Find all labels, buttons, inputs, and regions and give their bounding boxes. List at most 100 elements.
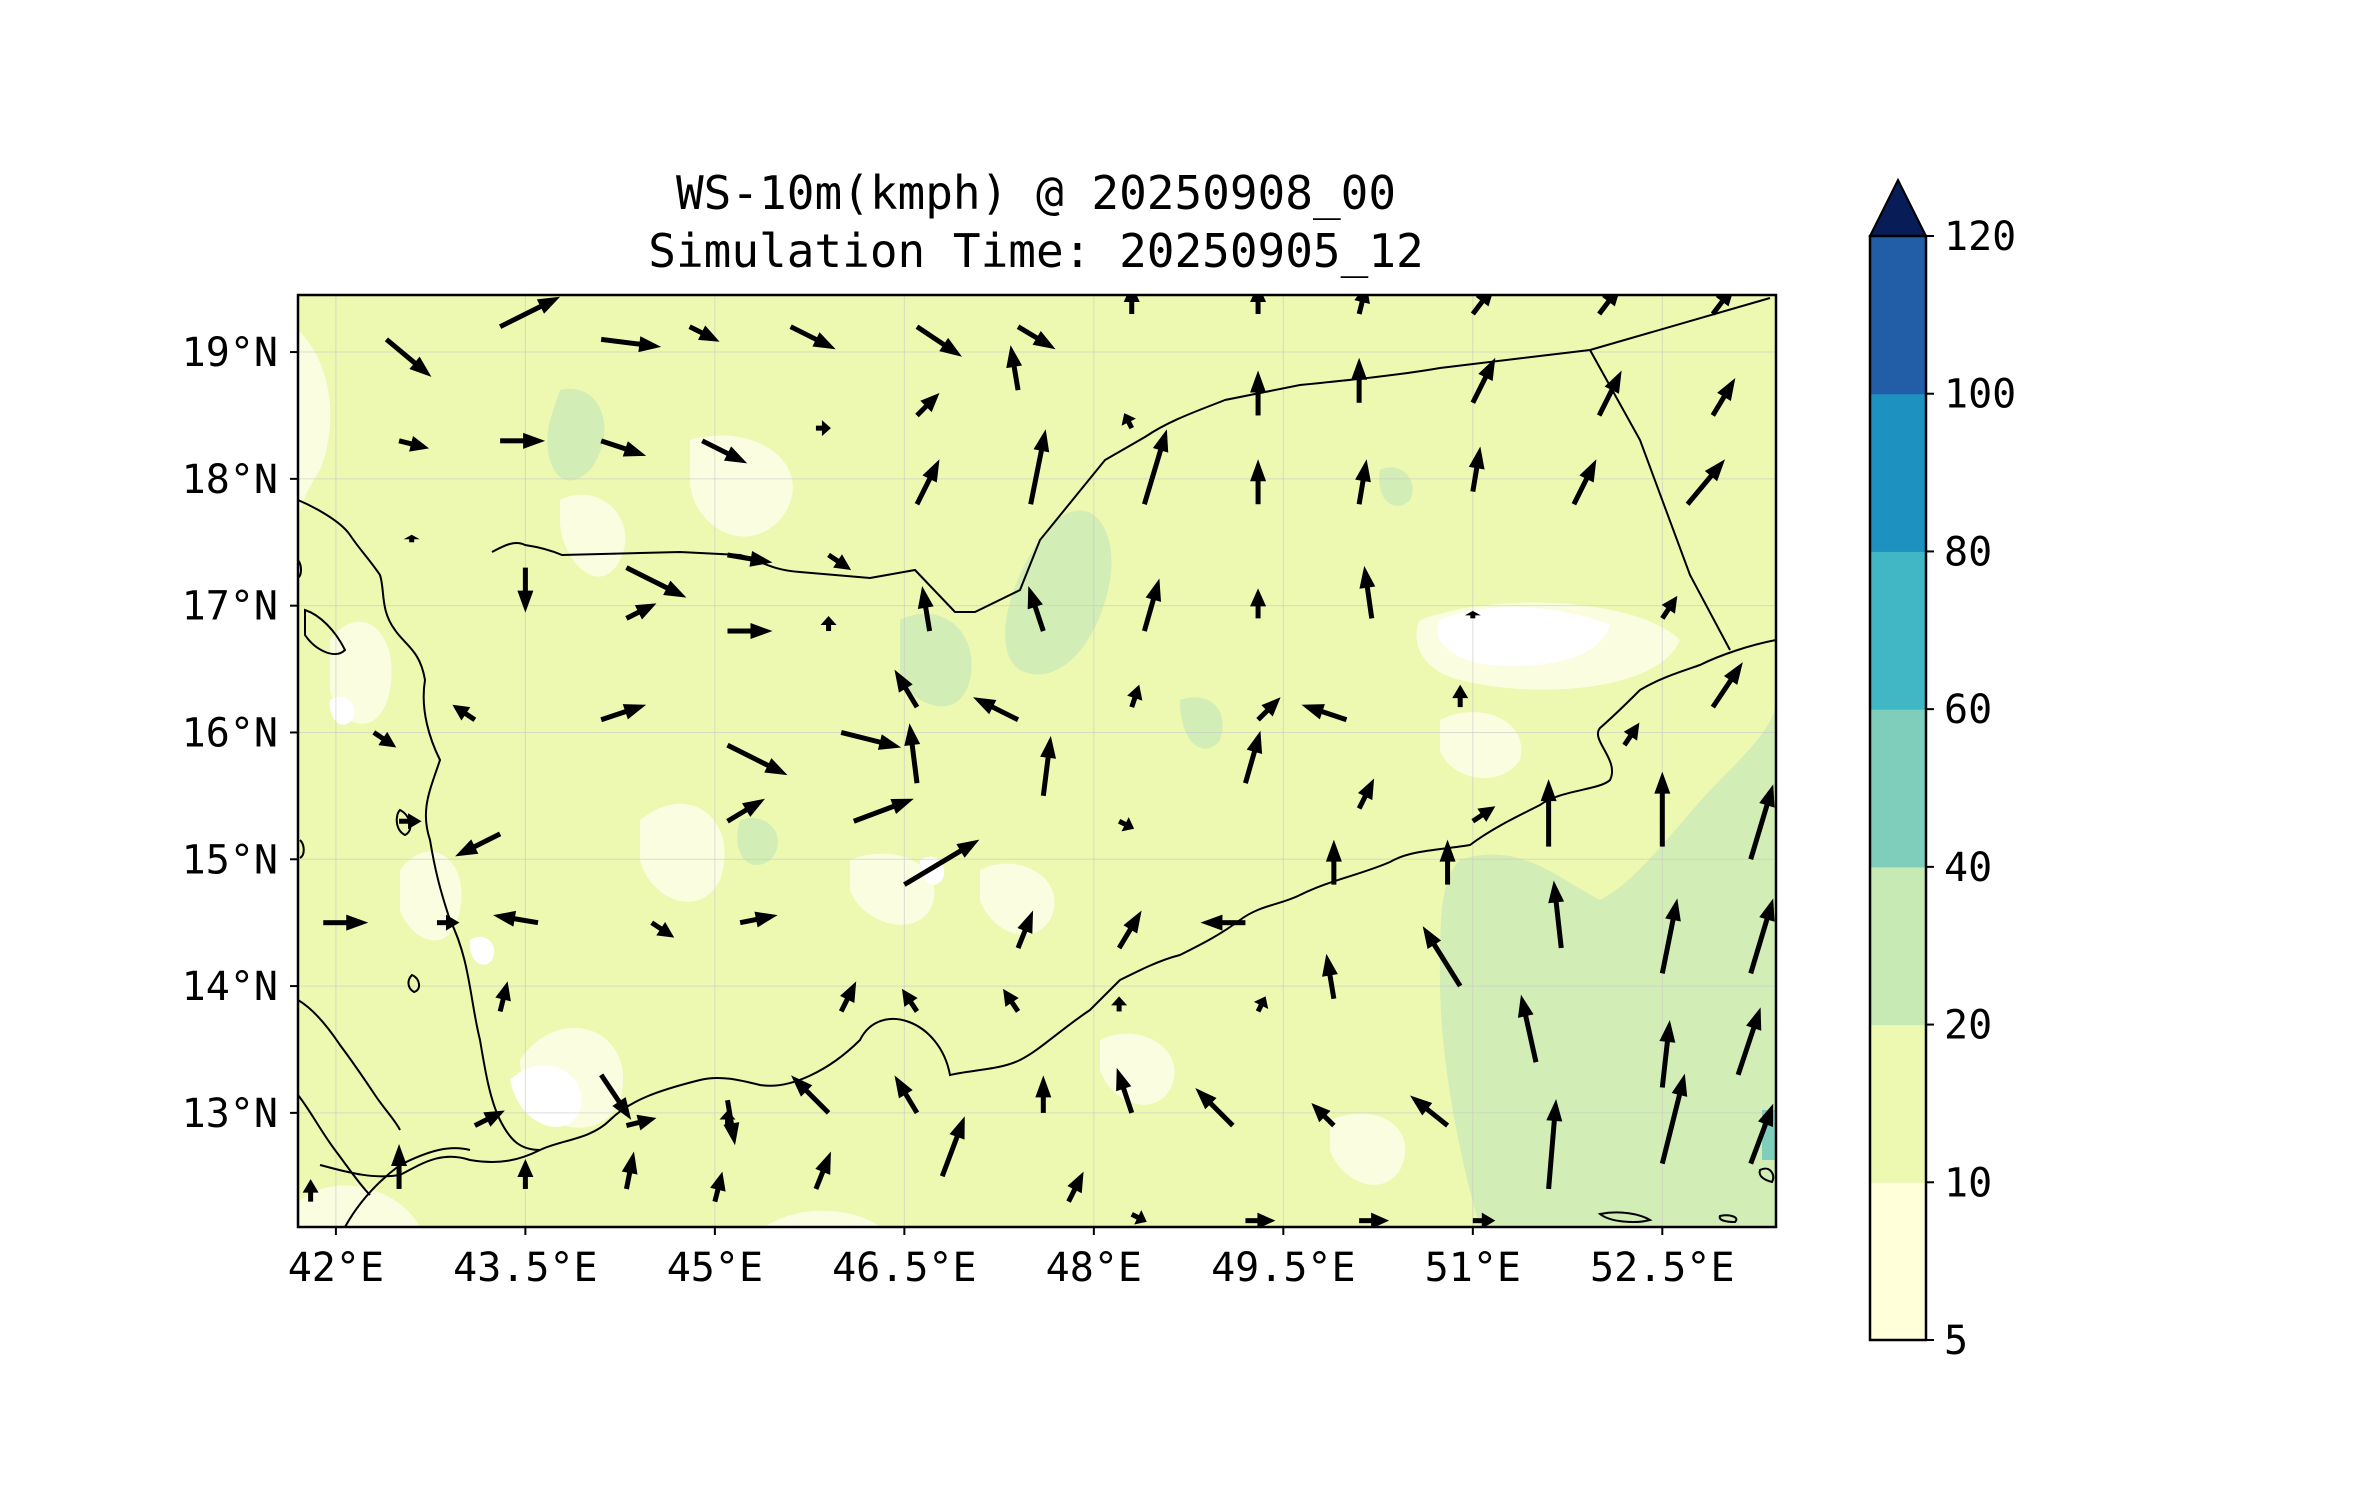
wind-arrow bbox=[600, 438, 647, 457]
wind-arrow bbox=[1111, 996, 1128, 1012]
colorbar-segment bbox=[1870, 1182, 1926, 1341]
colorbar-segment bbox=[1870, 551, 1926, 710]
wind-arrow bbox=[1301, 704, 1348, 723]
island-socotra-2 bbox=[1718, 1214, 1738, 1224]
wind-arrow bbox=[1141, 578, 1162, 632]
wind-arrow bbox=[384, 337, 432, 377]
colorbar-label: 5 bbox=[1944, 1318, 1968, 1364]
colorbar-segment bbox=[1870, 866, 1926, 1026]
x-tick-label: 45°E bbox=[667, 1245, 763, 1291]
colorbar-segment bbox=[1870, 236, 1926, 395]
wind-vectors bbox=[302, 295, 1775, 1227]
wind-arrow bbox=[517, 1158, 534, 1189]
wind-arrow bbox=[499, 296, 561, 329]
island-4 bbox=[299, 839, 305, 859]
wind-arrow bbox=[1735, 1007, 1762, 1076]
wind-arrow bbox=[473, 1110, 505, 1128]
wind-arrow bbox=[1410, 1095, 1450, 1128]
wind-arrow bbox=[1659, 1073, 1688, 1165]
colorbar-label: 40 bbox=[1944, 845, 1992, 891]
colorbar-label: 10 bbox=[1944, 1160, 1992, 1206]
wind-arrow bbox=[789, 324, 836, 350]
south-coastline bbox=[319, 639, 1776, 1178]
wind-arrow bbox=[1250, 459, 1267, 505]
wind-arrow bbox=[1464, 610, 1481, 619]
x-tick-label: 48°E bbox=[1046, 1245, 1142, 1291]
y-tick-label: 19°N bbox=[182, 330, 278, 376]
wind-arrow bbox=[1468, 446, 1485, 492]
wind-arrow bbox=[403, 534, 420, 543]
wind-arrow bbox=[1243, 730, 1263, 784]
wind-arrow bbox=[1116, 1067, 1135, 1114]
wind-arrow bbox=[1439, 839, 1456, 885]
wind-arrow bbox=[1355, 459, 1371, 505]
wind-arrow bbox=[1116, 910, 1142, 950]
wind-arrow bbox=[914, 459, 940, 506]
speed-below-5-patches bbox=[329, 607, 1610, 1127]
wind-arrow bbox=[1006, 345, 1023, 391]
wind-arrow bbox=[1470, 357, 1496, 404]
wind-arrow bbox=[1748, 898, 1775, 975]
y-tick-label: 14°N bbox=[182, 964, 278, 1010]
island-2 bbox=[395, 808, 412, 837]
x-tick-label: 42°E bbox=[288, 1245, 384, 1291]
wind-arrow bbox=[621, 1151, 638, 1190]
wind-arrow bbox=[1596, 370, 1622, 417]
wind-arrow bbox=[500, 432, 546, 449]
colorbar-segment bbox=[1870, 709, 1926, 868]
wind-arrow bbox=[1016, 324, 1056, 350]
wind-arrow bbox=[1322, 953, 1338, 1000]
wind-arrow bbox=[939, 1116, 965, 1178]
wind-arrow bbox=[600, 336, 662, 353]
wind-arrow bbox=[625, 1114, 657, 1131]
wind-arrow bbox=[813, 1151, 831, 1190]
wind-arrow bbox=[1003, 988, 1021, 1013]
wind-arrow bbox=[517, 567, 534, 613]
wind-arrow bbox=[688, 324, 720, 342]
island-right bbox=[1758, 1167, 1775, 1184]
wind-arrow bbox=[820, 616, 837, 632]
island-3 bbox=[407, 973, 420, 994]
wind-arrow bbox=[1748, 784, 1775, 860]
wind-arrow bbox=[1256, 697, 1281, 722]
wind-arrow bbox=[840, 730, 902, 750]
wind-arrow bbox=[838, 981, 857, 1013]
wind-arrow bbox=[1311, 1103, 1336, 1128]
map-panel bbox=[298, 295, 1776, 1227]
wind-arrow bbox=[727, 550, 773, 567]
wind-arrow bbox=[1685, 459, 1726, 506]
wind-arrow bbox=[1195, 1088, 1235, 1128]
wind-arrow bbox=[1452, 684, 1469, 708]
wind-arrow bbox=[915, 324, 962, 357]
wind-arrow bbox=[1660, 595, 1678, 620]
wind-arrow bbox=[894, 669, 920, 709]
wind-arrow bbox=[1710, 662, 1743, 709]
wind-arrow bbox=[1351, 357, 1368, 403]
wind-arrow bbox=[1472, 1212, 1496, 1227]
wind-arrow bbox=[1659, 1020, 1676, 1088]
wind-arrow bbox=[1546, 1098, 1563, 1190]
colorbar-label: 60 bbox=[1944, 687, 1992, 733]
africa-coastline-2 bbox=[298, 1094, 371, 1196]
wind-arrow bbox=[1066, 1171, 1084, 1203]
wind-arrow bbox=[1356, 778, 1375, 810]
island-1 bbox=[304, 608, 347, 655]
title-line-1: WS-10m(kmph) @ 20250908_00 bbox=[676, 166, 1396, 220]
x-tick-label: 51°E bbox=[1425, 1245, 1521, 1291]
wind-arrow bbox=[625, 603, 657, 621]
wind-arrow bbox=[455, 831, 502, 857]
y-tick-label: 17°N bbox=[182, 584, 278, 630]
y-tick-label: 16°N bbox=[182, 710, 278, 756]
wind-arrow bbox=[727, 623, 773, 640]
speed-5-10-patches bbox=[298, 330, 1680, 1227]
x-tick-label: 52.5°E bbox=[1590, 1245, 1735, 1291]
colorbar-label: 120 bbox=[1944, 214, 2016, 260]
wind-arrow bbox=[1659, 898, 1681, 974]
wind-arrow bbox=[1250, 588, 1267, 619]
wind-arrow bbox=[391, 1143, 408, 1189]
x-tick-label: 46.5°E bbox=[832, 1245, 977, 1291]
wind-arrow bbox=[1359, 1212, 1390, 1227]
wind-arrow bbox=[1471, 806, 1496, 824]
wind-arrow bbox=[1654, 771, 1671, 847]
